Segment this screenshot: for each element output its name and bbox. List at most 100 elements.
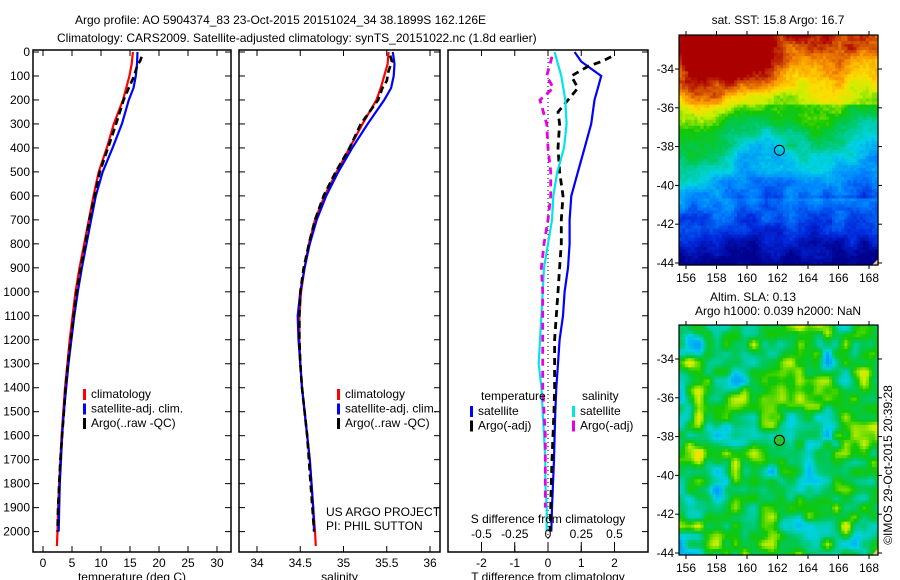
map-cell [798,35,803,39]
map-cell [816,92,821,97]
map-cell [773,252,778,257]
map-cell [868,213,873,218]
map-cell [758,134,763,139]
map-cell [727,104,732,109]
map-cell [694,249,698,254]
map-cell [740,204,744,209]
map-cell [835,125,839,130]
map-cell [810,143,815,148]
map-cell [743,234,747,239]
map-cell [780,171,784,175]
map-cell [780,131,784,136]
map-cell [832,56,836,60]
map-cell [795,165,799,169]
map-cell [835,237,839,242]
map-cell [685,119,689,124]
map-cell [761,53,766,57]
map-cell [703,156,708,160]
map-cell [847,198,852,203]
map-cell [801,243,806,248]
map-cell [792,56,796,60]
map-cell [825,95,830,100]
map-cell [706,98,711,103]
map-cell [847,80,852,85]
map-cell [859,159,864,163]
map-cell [798,104,803,109]
map-cell [841,35,845,39]
map-cell [773,216,778,221]
map-cell [715,95,720,100]
map-cell [780,68,784,72]
map-cell [835,143,839,148]
map-cell [773,210,778,215]
map-cell [798,162,803,166]
map-cell [816,150,821,154]
map-cell [703,98,708,103]
map-cell [853,98,858,103]
map-cell [780,92,784,97]
map-cell [825,137,830,142]
map-cell [859,252,864,257]
map-cell [773,119,778,124]
map-cell [715,150,720,154]
map-cell [682,192,686,196]
map-cell [789,252,793,257]
map-cell [776,62,781,66]
map-cell [810,204,815,209]
map-cell [755,192,760,196]
map-cell [731,38,735,42]
map-cell [679,74,683,78]
map-cell [859,86,864,91]
map-cell [715,192,720,196]
map-cell [862,140,867,145]
map-cell [731,204,735,209]
map-cell [740,146,744,151]
map-cell [758,80,763,85]
map-cell [755,213,760,218]
map-cell [727,180,732,184]
map-cell [868,35,873,39]
map-cell [792,174,796,178]
map-cell [865,171,870,175]
map-cell [835,150,839,154]
map-cell [709,171,714,175]
map-cell [841,252,845,257]
map-cell [706,216,711,221]
map-cell [859,183,864,187]
map-cell [727,62,732,66]
map-cell [829,249,833,254]
map-cell [780,119,784,124]
map-cell [853,107,858,112]
map-cell [841,110,845,115]
map-cell [731,219,735,224]
map-cell [691,122,695,127]
map-cell [734,162,738,166]
map-cell [801,168,806,172]
map-cell [709,59,714,63]
map-cell [685,98,689,103]
map-cell [688,168,692,172]
map-cell [743,116,747,121]
map-cell [807,153,812,157]
map-cell [770,213,775,218]
map-cell [780,207,784,212]
map-cell [865,219,870,224]
map-cell [780,62,784,66]
map-cell [700,234,705,239]
map-cell [694,50,698,54]
map-cell [691,92,695,97]
map-cell [798,116,803,121]
map-cell [773,68,778,72]
map-cell [807,201,812,206]
map-cell [865,71,870,75]
map-cell [743,249,747,254]
map-cell [829,59,833,63]
map-cell [859,122,864,127]
map-cell [706,222,711,227]
map-cell [789,243,793,248]
map-cell [795,243,799,248]
map-cell [862,246,867,251]
map-cell [740,252,744,257]
map-cell [700,228,705,233]
map-cell [764,95,769,100]
